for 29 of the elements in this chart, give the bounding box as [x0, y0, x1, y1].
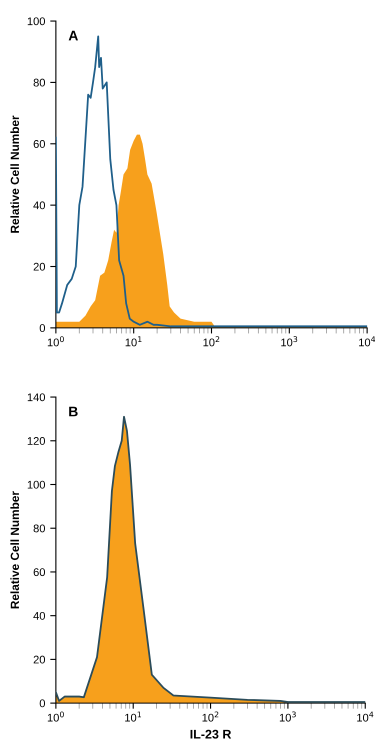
y-tick-label: 20	[34, 262, 46, 271]
y-tick-label: 80	[34, 524, 46, 532]
y-tick-label: 60	[34, 568, 46, 576]
y-tick-label: 80	[34, 78, 46, 87]
y-tick-label: 0	[40, 324, 46, 332]
x-tick-label: 10$^{2}$	[203, 336, 220, 346]
x-tick-label: 10$^{1}$	[125, 712, 142, 722]
x-tick-label: 10$^{1}$	[126, 336, 142, 346]
x-tick-label: 10$^{3}$	[280, 711, 296, 722]
y-axis-title: Relative Cell Number	[10, 491, 20, 608]
y-tick-label: 120	[28, 437, 46, 445]
x-tick-label: 10$^{4}$	[357, 712, 374, 722]
x-tick-label: 10$^{0}$	[48, 711, 64, 722]
x-axis-title: IL-23 R	[190, 730, 232, 739]
y-tick-label: 0	[40, 699, 46, 708]
text: A	[68, 30, 78, 40]
y-tick-label: 40	[33, 612, 46, 620]
y-tick-label: 60	[34, 140, 46, 148]
y-tick-label: 100	[28, 480, 46, 489]
x-tick-label: 10$^{3}$	[281, 336, 298, 346]
text: B	[69, 406, 78, 416]
y-axis-title: Relative Cell Number	[10, 116, 20, 233]
y-tick-label: 140	[28, 393, 46, 402]
x-tick-label: 10$^{2}$	[202, 711, 218, 722]
y-tick-label: 40	[33, 201, 46, 210]
x-tick-label: 10$^{4}$	[359, 336, 375, 346]
y-tick-label: 20	[34, 656, 46, 664]
y-tick-label: 100	[28, 17, 46, 26]
x-tick-label: 10$^{0}$	[48, 336, 64, 346]
